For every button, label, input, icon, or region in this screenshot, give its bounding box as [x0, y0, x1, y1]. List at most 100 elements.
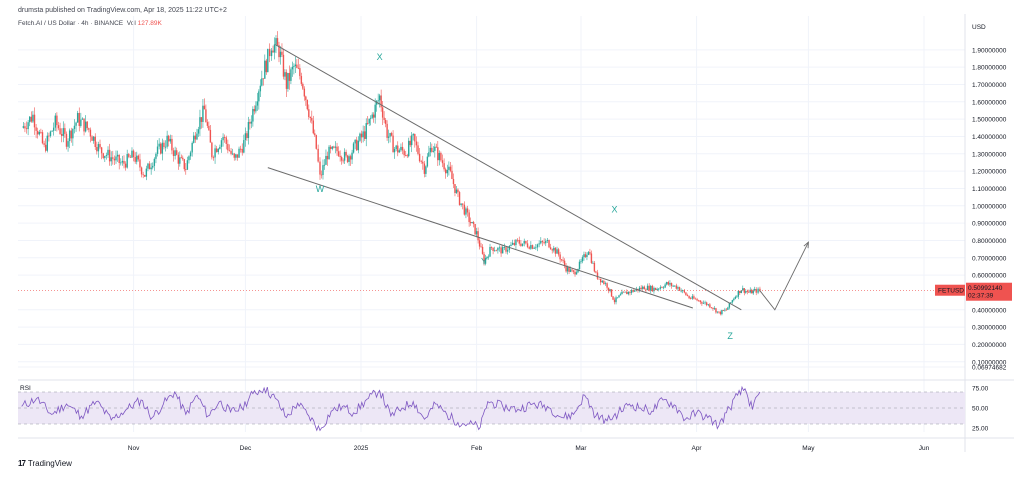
- price-tick-label-10: 0.90000000: [972, 221, 1007, 228]
- candle-body: [721, 310, 723, 315]
- candle-body: [501, 247, 504, 254]
- candle-body: [288, 72, 291, 81]
- candle-body: [374, 104, 376, 118]
- trendline-0[interactable]: [275, 44, 742, 311]
- candle-body: [525, 241, 527, 244]
- candle-body: [99, 144, 101, 148]
- price-tick-label-5: 1.40000000: [972, 134, 1007, 141]
- candle-body: [586, 254, 588, 257]
- candle-body: [444, 169, 447, 174]
- candle-body: [309, 117, 312, 118]
- candle-body: [722, 310, 725, 311]
- candle-body: [483, 253, 485, 264]
- candle-body: [493, 250, 496, 252]
- candle-body: [276, 38, 279, 46]
- last-price-value: 0.50992140: [968, 285, 1003, 292]
- candle-body: [196, 133, 198, 140]
- candle-body: [147, 163, 149, 169]
- candle-body: [359, 133, 361, 141]
- candle-body: [171, 138, 173, 151]
- candle-body: [326, 155, 329, 160]
- candle-body: [124, 163, 127, 168]
- wave-label-x-0: X: [377, 52, 383, 62]
- candle-body: [73, 125, 76, 129]
- candle-body: [603, 280, 605, 285]
- candle-body: [474, 224, 476, 235]
- candle-body: [730, 302, 732, 304]
- candle-body: [328, 146, 330, 160]
- projection-path[interactable]: [759, 241, 809, 311]
- candle-body: [704, 302, 706, 304]
- candle-body: [68, 130, 71, 142]
- candle-body: [390, 133, 393, 136]
- candle-body: [25, 128, 28, 130]
- candle-body: [403, 150, 405, 156]
- candle-body: [116, 154, 119, 157]
- candle-body: [575, 272, 578, 275]
- candle-body: [451, 170, 453, 179]
- candle-body: [356, 139, 358, 151]
- price-tick-label-17: 0.10000000: [972, 359, 1007, 366]
- candle-body: [610, 289, 613, 297]
- candle-body: [601, 280, 603, 283]
- candle-body: [352, 143, 355, 153]
- candle-body: [477, 231, 479, 241]
- candle-body: [590, 253, 593, 263]
- candle-body: [331, 146, 333, 149]
- candle-body: [638, 287, 641, 291]
- candle-body: [497, 247, 499, 251]
- candle-body: [334, 146, 337, 148]
- candle-body: [113, 158, 116, 161]
- candle-body: [67, 141, 69, 147]
- candle-body: [565, 265, 567, 272]
- candle-body: [619, 294, 622, 296]
- candle-body: [757, 288, 759, 293]
- candle-body: [346, 155, 349, 162]
- candle-body: [431, 147, 433, 152]
- candle-body: [599, 278, 602, 283]
- candle-body: [580, 261, 582, 263]
- price-tick-label-9: 1.00000000: [972, 203, 1007, 210]
- candle-body: [303, 88, 306, 97]
- candle-body: [357, 140, 360, 151]
- candle-body: [426, 156, 429, 167]
- candle-body: [443, 163, 445, 170]
- candle-body: [645, 289, 647, 291]
- candle-body: [589, 252, 591, 254]
- candle-body: [460, 203, 462, 205]
- price-tick-label-7: 1.20000000: [972, 169, 1007, 176]
- candle-body: [118, 154, 120, 163]
- candle-body: [462, 203, 464, 205]
- candle-body: [235, 154, 237, 158]
- trendline-1[interactable]: [267, 167, 693, 309]
- candle-body: [299, 68, 301, 77]
- candle-body: [291, 66, 294, 70]
- candle-body: [553, 247, 555, 251]
- candle-body: [437, 147, 439, 161]
- candle-body: [380, 95, 382, 108]
- candle-body: [27, 122, 29, 130]
- candle-body: [593, 262, 596, 272]
- candle-body: [43, 143, 45, 145]
- candle-body: [236, 154, 239, 158]
- candle-body: [323, 164, 326, 166]
- candle-body: [481, 246, 484, 254]
- candle-body: [81, 118, 84, 120]
- candle-body: [667, 282, 670, 285]
- candle-body: [241, 148, 243, 153]
- price-tick-label-16: 0.20000000: [972, 342, 1007, 349]
- time-tick-label-4: Mar: [575, 445, 587, 452]
- candle-body: [626, 291, 628, 295]
- candle-body: [244, 133, 247, 141]
- candle-body: [489, 247, 491, 257]
- price-tick-label-11: 0.80000000: [972, 238, 1007, 245]
- candle-body: [563, 260, 566, 266]
- candle-body: [185, 169, 187, 171]
- candle-body: [174, 150, 176, 156]
- candle-body: [515, 239, 517, 246]
- candle-body: [746, 291, 748, 292]
- symbol-tag-text: FETUSD: [938, 288, 964, 295]
- tradingview-logo[interactable]: 17 TradingView: [18, 459, 72, 468]
- candle-body: [569, 269, 572, 272]
